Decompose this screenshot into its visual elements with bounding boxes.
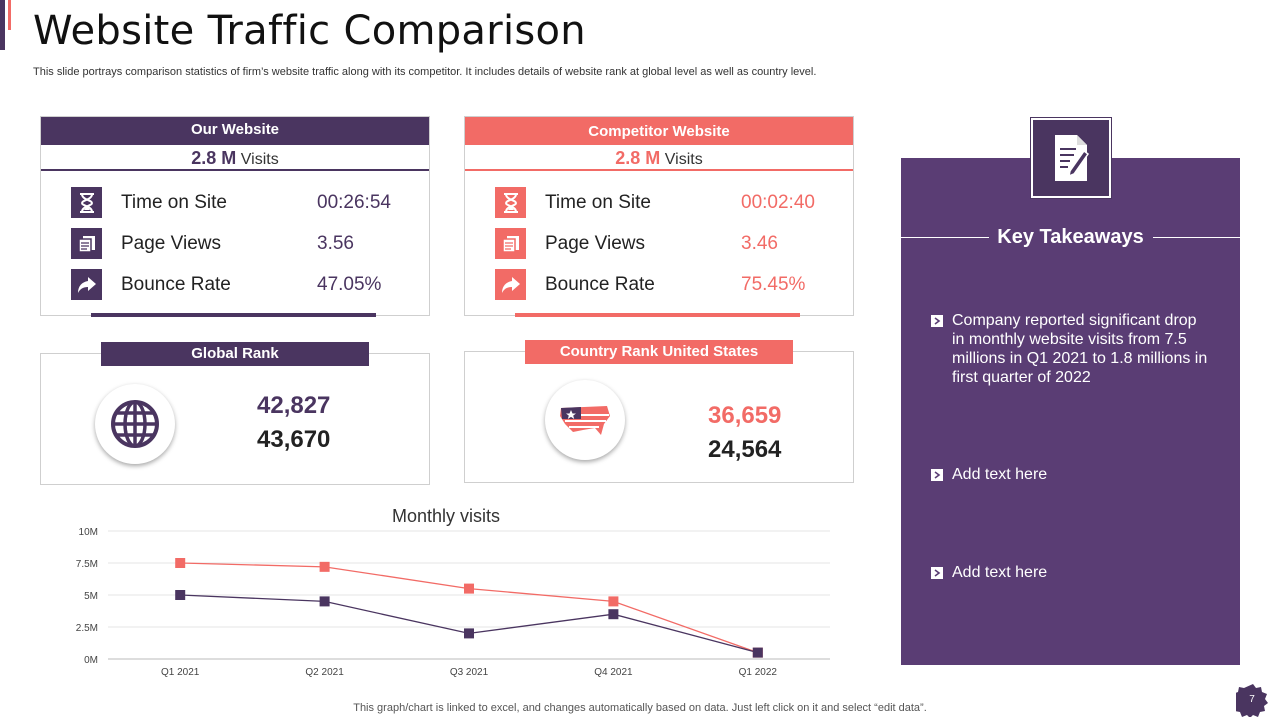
key-takeaways-panel: Key Takeaways Company reported significa… (901, 158, 1240, 665)
our-visits-label: Visits (236, 151, 279, 168)
row-label: Page Views (121, 233, 221, 254)
country-rank-card: Country Rank United States 36,659 24,564 (464, 340, 854, 483)
row-value: 00:26:54 (317, 192, 391, 213)
row-label: Time on Site (545, 192, 651, 213)
x-tick-label: Q4 2021 (594, 667, 633, 678)
global-rank-value-secondary: 43,670 (257, 426, 331, 453)
row-value: 3.46 (741, 233, 778, 254)
our-website-visits: 2.8 M Visits (41, 145, 429, 171)
our-page-views-row: Page Views 3.56 (71, 228, 411, 260)
y-tick-label: 5M (84, 591, 98, 602)
hourglass-icon (495, 187, 526, 218)
row-label: Page Views (545, 233, 645, 254)
page-title: Website Traffic Comparison (33, 8, 586, 54)
series-line (180, 594, 758, 654)
y-tick-label: 10M (79, 527, 98, 538)
data-point[interactable] (752, 647, 763, 658)
data-point[interactable] (608, 609, 619, 620)
competitor-page-views-row: Page Views 3.46 (495, 228, 835, 260)
accent-bar-secondary (8, 0, 11, 30)
x-tick-label: Q2 2021 (305, 667, 344, 678)
key-takeaways-title: Key Takeaways (997, 226, 1144, 248)
card-underbar (515, 313, 800, 317)
competitor-visits-value: 2.8 M (615, 148, 661, 168)
y-tick-label: 2.5M (76, 623, 98, 634)
chevron-right-icon (931, 315, 943, 327)
our-bounce-rate-row: Bounce Rate 47.05% (71, 269, 411, 301)
data-point[interactable] (319, 596, 330, 607)
y-tick-label: 7.5M (76, 559, 98, 570)
row-value: 47.05% (317, 274, 382, 295)
y-tick-label: 0M (84, 655, 98, 666)
x-tick-label: Q1 2021 (161, 667, 200, 678)
competitor-website-card: Competitor Website 2.8 M Visits Time on … (464, 116, 854, 317)
competitor-bounce-rate-row: Bounce Rate 75.45% (495, 269, 835, 301)
pages-icon (495, 228, 526, 259)
hourglass-icon (71, 187, 102, 218)
data-point[interactable] (464, 583, 474, 594)
data-point[interactable] (175, 590, 186, 600)
takeaway-text[interactable]: Add text here (952, 564, 1048, 581)
our-time-on-site-row: Time on Site 00:26:54 (71, 187, 411, 219)
country-rank-value-primary: 36,659 (708, 402, 782, 429)
competitor-website-visits: 2.8 M Visits (465, 145, 853, 171)
global-rank-heading: Global Rank (101, 342, 369, 366)
global-rank-card: Global Rank 42,827 43,670 (40, 342, 430, 485)
series-line (180, 562, 759, 654)
pages-icon (71, 228, 102, 259)
country-rank-heading: Country Rank United States (525, 340, 793, 364)
data-point[interactable] (608, 596, 619, 607)
chevron-right-icon (931, 469, 943, 481)
x-tick-label: Q1 2022 (739, 667, 778, 678)
monthly-visits-chart[interactable]: Monthly visits 0M 2.5M 5M 7.5M 10M Q1 2021 Q2… (60, 500, 840, 690)
row-value: 75.45% (741, 274, 806, 295)
page-subtitle: This slide portrays comparison statistic… (33, 66, 817, 78)
title-rule-right (1153, 237, 1240, 238)
takeaway-text[interactable]: Add text here (952, 466, 1048, 483)
chart-title: Monthly visits (392, 506, 500, 526)
globe-icon (95, 384, 175, 464)
competitor-website-heading: Competitor Website (465, 117, 853, 145)
data-point[interactable] (319, 561, 330, 572)
competitor-time-on-site-row: Time on Site 00:02:40 (495, 187, 835, 219)
row-value: 3.56 (317, 233, 354, 254)
our-website-heading: Our Website (41, 117, 429, 145)
our-visits-value: 2.8 M (191, 148, 237, 168)
document-edit-icon (1030, 117, 1112, 199)
page-number: 7 (1249, 693, 1255, 705)
card-underbar (91, 313, 376, 317)
takeaway-text: Company reported significant drop in mon… (952, 312, 1208, 386)
data-point[interactable] (464, 628, 474, 639)
data-point[interactable] (175, 558, 186, 568)
accent-bar (0, 0, 5, 50)
country-rank-value-secondary: 24,564 (708, 436, 782, 463)
title-rule-left (901, 237, 989, 238)
chevron-right-icon (931, 567, 943, 579)
competitor-visits-label: Visits (660, 151, 703, 168)
row-value: 00:02:40 (741, 192, 815, 213)
page-number-badge: 7 (1236, 683, 1268, 717)
footer-note: This graph/chart is linked to excel, and… (353, 702, 927, 714)
row-label: Bounce Rate (121, 274, 231, 295)
share-arrow-icon (495, 269, 526, 300)
global-rank-value-primary: 42,827 (257, 392, 331, 419)
x-tick-label: Q3 2021 (450, 667, 489, 678)
gear-icon (1236, 684, 1268, 717)
row-label: Bounce Rate (545, 274, 655, 295)
us-flag-map-icon (545, 380, 625, 460)
our-website-card: Our Website 2.8 M Visits Time on Site 00… (40, 116, 430, 317)
share-arrow-icon (71, 269, 102, 300)
row-label: Time on Site (121, 192, 227, 213)
